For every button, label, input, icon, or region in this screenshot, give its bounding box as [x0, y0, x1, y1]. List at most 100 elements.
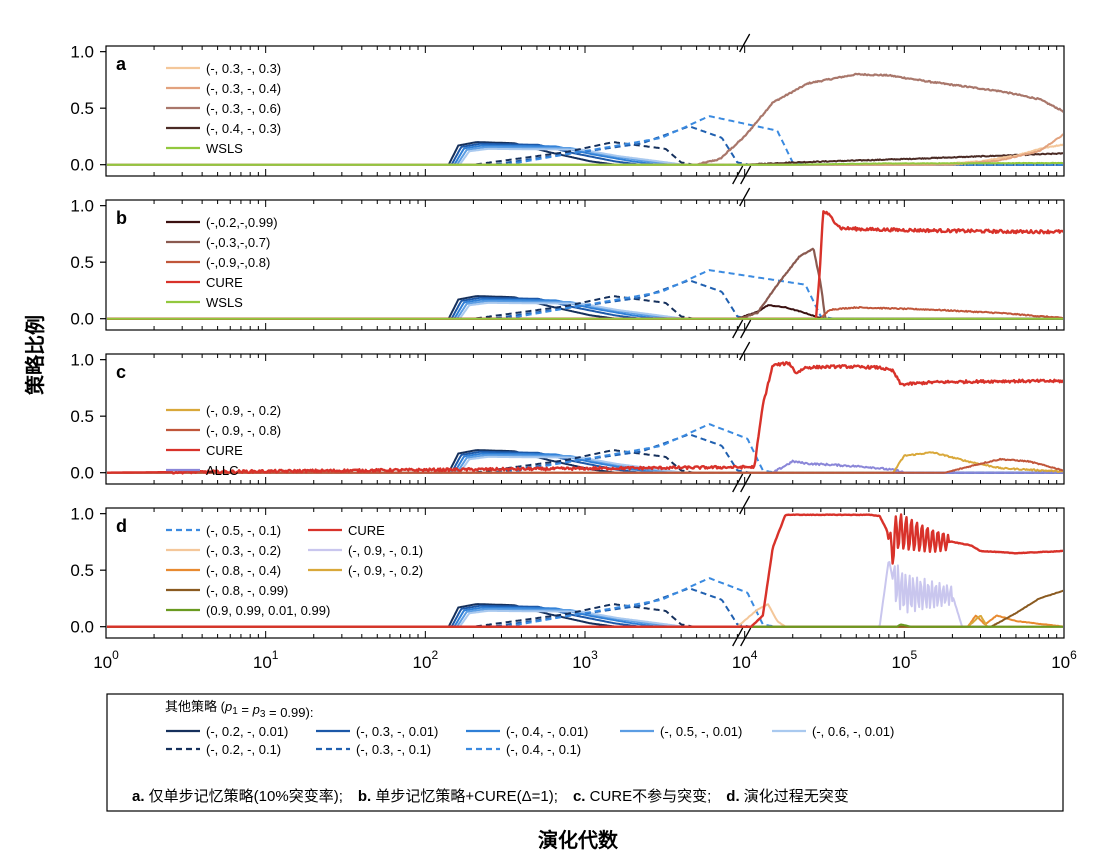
- x-tick-exponent: 4: [751, 648, 758, 662]
- y-tick-label: 0.0: [70, 156, 94, 175]
- bg-legend-label: (-, 0.2, -, 0.1): [206, 742, 281, 757]
- panel-letter: a: [116, 54, 127, 74]
- panel-b: 0.00.51.0b (-,0.2,-,0.99)(-,0.3,-,0.7)(-,…: [70, 187, 1065, 339]
- legend-label: (-, 0.5, -, 0.1): [206, 523, 281, 538]
- y-tick-label: 1.0: [70, 351, 94, 370]
- x-tick-label: 100: [93, 648, 119, 672]
- y-axis-title: 策略比例: [23, 315, 47, 395]
- x-tick-exponent: 5: [910, 648, 917, 662]
- panel-letter: c: [116, 362, 126, 382]
- background-series-line-5: [107, 603, 1063, 628]
- legend-label: WSLS: [206, 141, 243, 156]
- axis-break-mark: [740, 319, 752, 339]
- axis-break-mark: [732, 165, 744, 185]
- panel-letter: d: [116, 516, 127, 536]
- y-tick-label: 0.5: [70, 253, 94, 272]
- legend-label: (-, 0.9, -, 0.2): [348, 563, 423, 578]
- bg-legend-label: (-, 0.4, -, 0.1): [506, 742, 581, 757]
- axis-break-mark: [740, 627, 752, 647]
- x-axis: 100 101 102 103 104 105 106: [93, 648, 1077, 672]
- series-group: [107, 361, 1063, 475]
- legend-label: CURE: [206, 275, 243, 290]
- caption: a. 仅单步记忆策略(10%突变率); b. 单步记忆策略+CURE(Δ=1);…: [132, 788, 849, 805]
- legend-box-title: 其他策略 (p1 = p3 = 0.99):: [165, 699, 313, 720]
- x-tick-label: 101: [253, 648, 279, 672]
- caption-text: CURE不参与突变;: [585, 788, 711, 805]
- panels-layer: 0.0 0.5 1.0 a (-, 0.3, -, 0.3) (-, 0.3, -, 0.…: [70, 33, 1065, 647]
- x-tick-base: 10: [732, 653, 751, 672]
- legend-label: (0.9, 0.99, 0.01, 0.99): [206, 603, 330, 618]
- y-tick-label: 0.5: [70, 407, 94, 426]
- background-series-line-5: [107, 449, 1063, 474]
- series-group: [107, 72, 1063, 166]
- legend-title-part: p: [252, 702, 260, 717]
- bg-legend-label: (-, 0.3, -, 0.01): [356, 724, 438, 739]
- bg-legend-label: (-, 0.4, -, 0.01): [506, 724, 588, 739]
- legend-label: (-, 0.3, -, 0.4): [206, 81, 281, 96]
- y-tick-label: 1.0: [70, 197, 94, 216]
- y-tick-label: 0.5: [70, 561, 94, 580]
- legend-label: (-, 0.8, -, 0.4): [206, 563, 281, 578]
- legend-label: (-, 0.3, -, 0.3): [206, 61, 281, 76]
- caption-gap: [343, 788, 358, 805]
- x-tick-base: 10: [892, 653, 911, 672]
- y-tick-label: 1.0: [70, 43, 94, 62]
- legend-title-part: p: [224, 699, 232, 714]
- x-tick-exponent: 0: [112, 648, 119, 662]
- x-axis-title: 演化代数: [538, 828, 619, 852]
- legend-label: (-,0.9,-,0.8): [206, 255, 270, 270]
- y-tick-label: 0.0: [70, 618, 94, 637]
- background-series-line-7: [107, 577, 1063, 628]
- axis-break-mark: [740, 473, 752, 493]
- x-tick-label: 102: [413, 648, 439, 672]
- caption-text: 仅单步记忆策略(10%突变率);: [145, 788, 343, 805]
- y-tick-label: 1.0: [70, 505, 94, 524]
- background-series-line-5: [107, 295, 1063, 320]
- legend-title-part: = 0.99):: [265, 705, 313, 720]
- series-line-c-3: [107, 361, 1063, 475]
- background-series-line-7: [107, 269, 1063, 320]
- series-group: [107, 513, 1063, 628]
- caption-text: 单步记忆策略+CURE(Δ=1);: [371, 788, 558, 805]
- background-series-line-6: [107, 279, 1063, 320]
- caption-text: 演化过程无突变: [740, 788, 849, 805]
- x-tick-label: 106: [1051, 648, 1077, 672]
- series-group: [107, 210, 1063, 320]
- legend-label: (-, 0.9, -, 0.2): [206, 403, 281, 418]
- panel-legend: (-, 0.9, -, 0.2) (-, 0.9, -, 0.8) CURE ALLC: [166, 403, 281, 478]
- panel-frame: [105, 353, 1065, 485]
- axis-break-mark: [740, 165, 752, 185]
- panel-c: 0.0 0.5 1.0 c (-, 0.9, -, 0.2) (-, 0.9, -, 0.…: [70, 341, 1065, 493]
- legend-label: WSLS: [206, 295, 243, 310]
- bg-legend-label: (-, 0.2, -, 0.01): [206, 724, 288, 739]
- legend-box: [106, 693, 1064, 812]
- legend-label: CURE: [206, 443, 243, 458]
- axis-break-mark: [732, 473, 744, 493]
- legend-title-part: 其他策略 (: [165, 699, 226, 714]
- axis-break-mark: [739, 341, 751, 361]
- x-tick-exponent: 1: [272, 648, 279, 662]
- legend-label: (-,0.3,-,0.7): [206, 235, 270, 250]
- x-tick-base: 10: [572, 653, 591, 672]
- series-line-a-4: [107, 161, 1063, 166]
- y-tick-label: 0.0: [70, 464, 94, 483]
- x-tick-base: 10: [1051, 653, 1070, 672]
- x-tick-label: 105: [892, 648, 918, 672]
- background-series-line-5: [107, 141, 1063, 166]
- legend-label: (-, 0.9, -, 0.8): [206, 423, 281, 438]
- legend-label: (-, 0.8, -, 0.99): [206, 583, 288, 598]
- panel-legend: (-, 0.3, -, 0.3) (-, 0.3, -, 0.4) (-, 0.3,…: [166, 61, 281, 156]
- legend-label: CURE: [348, 523, 385, 538]
- x-tick-base: 10: [253, 653, 272, 672]
- series-line-d-6: [107, 513, 1063, 628]
- bg-legend-label: (-, 0.5, -, 0.01): [660, 724, 742, 739]
- background-strategy-legend: 其他策略 (p1 = p3 = 0.99): (-, 0.2, -, 0.01) (…: [106, 693, 1064, 812]
- x-tick-label: 103: [572, 648, 598, 672]
- legend-label: (-,0.2,-,0.99): [206, 215, 278, 230]
- caption-gap: [711, 788, 726, 805]
- legend-label: (-, 0.4, -, 0.3): [206, 121, 281, 136]
- panel-d: 0.0 0.5 1.0 d (-, 0.5, -, 0.1) CURE (-, 0.3, -…: [70, 495, 1065, 647]
- x-tick-label: 104: [732, 648, 758, 672]
- x-tick-exponent: 6: [1070, 648, 1077, 662]
